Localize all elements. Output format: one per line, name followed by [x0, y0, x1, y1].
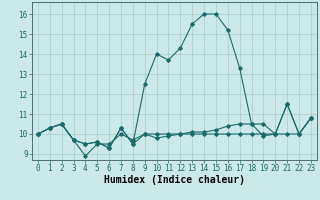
X-axis label: Humidex (Indice chaleur): Humidex (Indice chaleur) [104, 175, 245, 185]
